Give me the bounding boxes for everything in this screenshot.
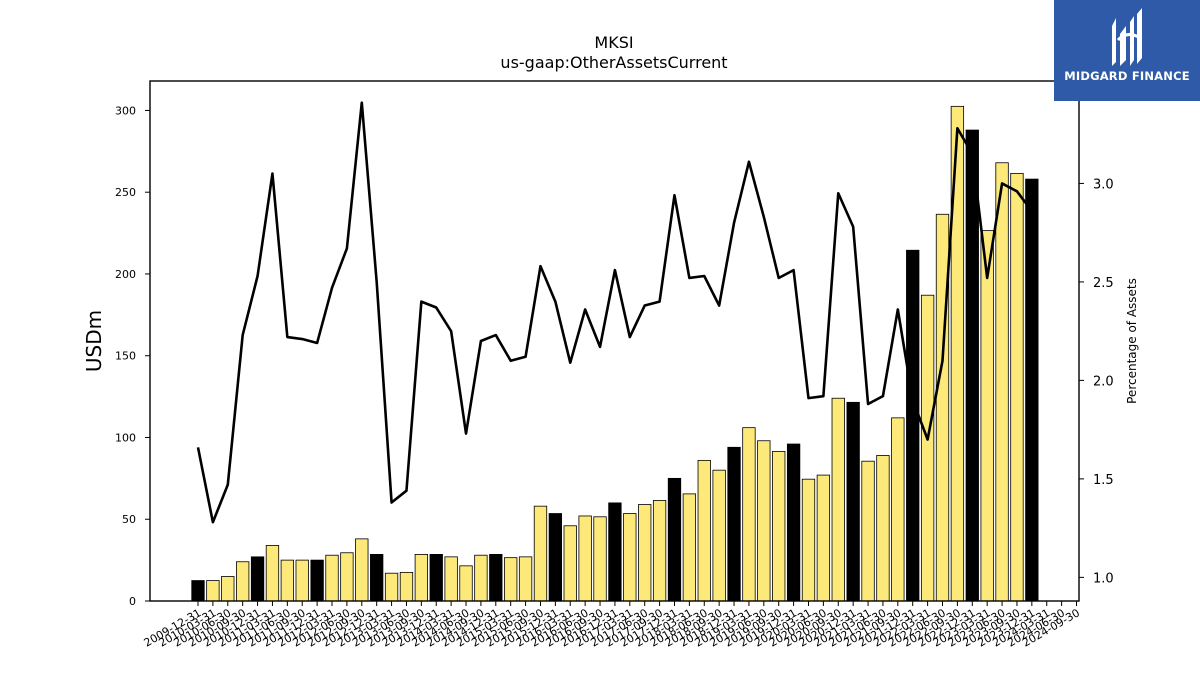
y2-tick-label: 3.0 bbox=[1093, 177, 1114, 192]
y-axis-label: USDm bbox=[82, 310, 106, 372]
bar bbox=[876, 455, 890, 602]
bar bbox=[265, 545, 280, 602]
y2-axis: 1.0 1.5 2.0 2.5 3.0 bbox=[1079, 177, 1114, 586]
bar bbox=[459, 565, 473, 602]
bar bbox=[1025, 178, 1039, 602]
bar bbox=[444, 556, 458, 602]
y-tick-label: 150 bbox=[115, 350, 136, 363]
bar bbox=[995, 162, 1009, 602]
bar bbox=[236, 561, 250, 602]
bar bbox=[191, 580, 205, 602]
bar bbox=[355, 538, 369, 602]
bar bbox=[861, 460, 875, 602]
bar bbox=[518, 556, 533, 602]
y2-tick-label: 1.5 bbox=[1093, 473, 1114, 488]
chart-title: MKSI bbox=[594, 33, 633, 52]
bar bbox=[712, 469, 726, 602]
brand-name: MIDGARD FINANCE bbox=[1064, 69, 1190, 83]
bar bbox=[846, 401, 860, 602]
bar bbox=[533, 505, 548, 602]
line-layer bbox=[196, 101, 1033, 524]
y-axis: 0 50 100 150 200 250 300 bbox=[115, 104, 150, 608]
bar bbox=[206, 580, 220, 602]
bar bbox=[831, 397, 845, 602]
y2-tick-label: 2.0 bbox=[1093, 374, 1114, 389]
bar bbox=[578, 515, 592, 602]
y2-axis-label: Percentage of Assets bbox=[1125, 278, 1139, 404]
bar bbox=[548, 513, 563, 602]
bar bbox=[310, 559, 324, 602]
bar bbox=[414, 554, 429, 602]
bar bbox=[786, 443, 801, 602]
y2-tick-label: 2.5 bbox=[1093, 276, 1114, 291]
bar bbox=[504, 557, 518, 602]
bar bbox=[489, 554, 503, 602]
bar bbox=[563, 525, 577, 602]
bar bbox=[816, 474, 831, 602]
y-tick-label: 300 bbox=[115, 104, 136, 117]
bar bbox=[384, 572, 399, 602]
y-tick-label: 50 bbox=[122, 513, 136, 526]
y-tick-label: 0 bbox=[129, 595, 136, 608]
bar bbox=[697, 459, 711, 602]
bar bbox=[340, 552, 354, 602]
series-line bbox=[196, 101, 1033, 524]
bar bbox=[608, 502, 622, 602]
bar bbox=[370, 554, 384, 602]
bar bbox=[638, 504, 652, 602]
bar bbox=[682, 493, 697, 602]
bar bbox=[221, 576, 235, 602]
bar bbox=[250, 556, 265, 602]
bar bbox=[593, 516, 607, 602]
bar bbox=[325, 554, 339, 602]
bars-layer bbox=[191, 105, 1039, 602]
bar bbox=[667, 477, 682, 602]
bar bbox=[1010, 172, 1024, 602]
bar bbox=[980, 230, 994, 602]
y-tick-label: 100 bbox=[115, 431, 136, 444]
bar bbox=[429, 554, 443, 602]
bar bbox=[623, 513, 637, 602]
bar bbox=[920, 294, 935, 602]
bar bbox=[399, 571, 414, 602]
y2-tick-label: 1.0 bbox=[1093, 571, 1114, 586]
brand-logo: MIDGARD FINANCE bbox=[1054, 0, 1200, 101]
bar bbox=[474, 554, 488, 602]
bar bbox=[757, 440, 771, 602]
x-axis: 2009-12-312010-03-312010-06-302010-09-30… bbox=[142, 601, 1082, 650]
brand-mark-icon bbox=[1112, 8, 1142, 66]
bar bbox=[742, 427, 756, 602]
bar bbox=[295, 559, 309, 602]
bar bbox=[772, 450, 786, 602]
y-tick-label: 250 bbox=[115, 186, 136, 199]
y-tick-label: 200 bbox=[115, 268, 136, 281]
bar bbox=[652, 500, 667, 602]
bar bbox=[280, 559, 294, 602]
bar bbox=[891, 417, 905, 602]
bar bbox=[906, 249, 920, 602]
bar bbox=[727, 446, 741, 602]
chart-subtitle: us-gaap:OtherAssetsCurrent bbox=[500, 53, 727, 72]
bar bbox=[801, 478, 816, 602]
